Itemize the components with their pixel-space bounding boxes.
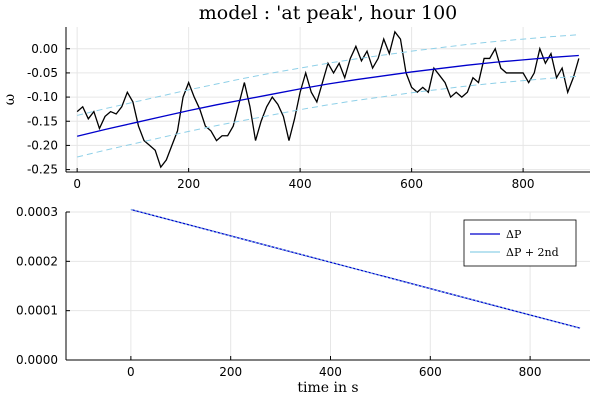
x-tick-label: 400 bbox=[319, 365, 342, 379]
series-line-2 bbox=[76, 54, 579, 137]
series-line-1 bbox=[76, 30, 580, 169]
y-tick-label: -0.20 bbox=[27, 138, 58, 152]
y-tick-label: -0.05 bbox=[27, 66, 58, 80]
series-line-3 bbox=[77, 34, 579, 116]
x-tick-label: 0 bbox=[73, 177, 81, 191]
y-tick-label: 0.00 bbox=[31, 42, 58, 56]
y-tick-label: 0.0003 bbox=[16, 205, 58, 219]
legend-box bbox=[463, 219, 577, 267]
x-tick-label: 400 bbox=[289, 177, 312, 191]
y-tick-label: 0.0002 bbox=[16, 254, 58, 268]
legend-label: ΔP bbox=[506, 228, 522, 241]
bottom-panel: 0 200 400 600 800 0.0000 0.0001 0.0002 0.0003 tim… bbox=[16, 205, 590, 396]
x-tick-label: 200 bbox=[219, 365, 242, 379]
top-panel: 0 200 400 600 800 0.00 -0.05 -0.10 -0.15 -0.20 -0.… bbox=[2, 2, 590, 191]
y-tick-label: 0.0000 bbox=[16, 353, 58, 367]
y-axis-label: ω bbox=[2, 94, 18, 105]
legend-label: ΔP + 2nd bbox=[506, 246, 559, 259]
x-axis-label: time in s bbox=[297, 380, 358, 396]
y-tick-label: 0.0001 bbox=[16, 304, 58, 318]
x-tick-label: 600 bbox=[400, 177, 423, 191]
y-tick-label: -0.25 bbox=[27, 163, 58, 177]
chart-title: model : 'at peak', hour 100 bbox=[199, 2, 458, 24]
x-tick-label: 600 bbox=[419, 365, 442, 379]
x-tick-label: 800 bbox=[519, 365, 542, 379]
y-tick-label: -0.10 bbox=[27, 90, 58, 104]
series-line-2 bbox=[130, 209, 581, 329]
x-tick-label: 0 bbox=[127, 365, 135, 379]
x-tick-label: 800 bbox=[512, 177, 535, 191]
series-line-4 bbox=[77, 75, 579, 158]
y-tick-label: -0.15 bbox=[27, 114, 58, 128]
legend: ΔP ΔP + 2nd bbox=[463, 219, 577, 267]
x-tick-label: 200 bbox=[177, 177, 200, 191]
